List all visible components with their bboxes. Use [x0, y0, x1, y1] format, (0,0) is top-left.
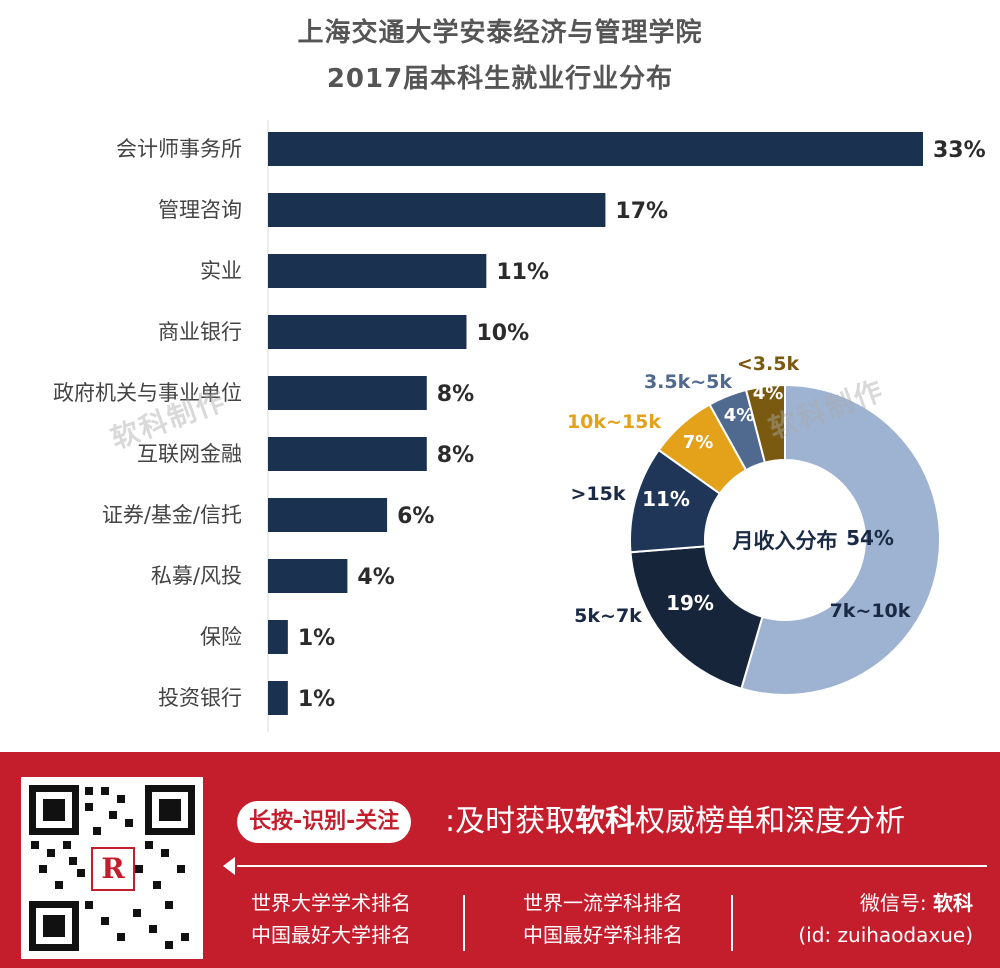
slogan: :及时获取软科权威榜单和深度分析	[445, 801, 905, 843]
bar-4	[268, 376, 427, 410]
bar-6	[268, 498, 388, 532]
qr-finder-bottom-left	[29, 901, 79, 951]
footer-separator-2	[731, 895, 733, 951]
chart-title-line1: 上海交通大学安泰经济与管理学院	[297, 18, 703, 48]
donut-center-label: 月收入分布	[732, 529, 838, 553]
qr-finder-top-right	[145, 785, 195, 835]
bar-8	[268, 620, 288, 654]
slogan-brand: 软科	[575, 804, 636, 839]
category-label-3: 商业银行	[158, 320, 242, 344]
category-label-5: 互联网金融	[137, 442, 242, 466]
link-china-subject-ranking[interactable]: 中国最好学科排名	[523, 923, 683, 947]
qr-finder-top-left	[29, 785, 79, 835]
slice-category-label-2: >15k	[571, 483, 626, 505]
link-world-university-ranking[interactable]: 世界大学学术排名	[251, 891, 411, 915]
category-label-8: 保险	[200, 625, 242, 649]
footer-col-1: 世界大学学术排名 中国最好大学排名	[251, 887, 411, 951]
footer-panel: R 长按-识别-关注 :及时获取软科权威榜单和深度分析 世界大学学术排名 中国最…	[14, 764, 988, 959]
slice-value-label-0: 54%	[846, 526, 894, 550]
footer-separator-1	[463, 895, 465, 951]
category-label-4: 政府机关与事业单位	[53, 381, 242, 405]
link-china-university-ranking[interactable]: 中国最好大学排名	[251, 923, 411, 947]
category-label-0: 会计师事务所	[116, 137, 242, 161]
category-label-1: 管理咨询	[158, 198, 242, 222]
promo-footer: R 长按-识别-关注 :及时获取软科权威榜单和深度分析 世界大学学术排名 中国最…	[0, 752, 1000, 968]
value-label-4: 8%	[437, 382, 474, 407]
slogan-suffix: 权威榜单和深度分析	[635, 804, 906, 839]
footer-col-3: 微信号: 软科 (id: zuihaodaxue)	[773, 887, 973, 951]
value-label-3: 10%	[476, 321, 529, 346]
slice-value-label-3: 7%	[683, 432, 714, 453]
value-label-7: 4%	[357, 565, 394, 590]
category-label-9: 投资银行	[158, 686, 242, 710]
slice-category-label-1: 5k~7k	[574, 605, 642, 627]
value-label-0: 33%	[933, 138, 986, 163]
wechat-label: 微信号:	[859, 891, 927, 915]
value-label-9: 1%	[298, 687, 335, 712]
bar-1	[268, 193, 606, 227]
bar-9	[268, 681, 288, 715]
value-label-8: 1%	[298, 626, 335, 651]
value-label-6: 6%	[397, 504, 434, 529]
slice-value-label-4: 4%	[724, 405, 755, 426]
slice-category-label-5: <3.5k	[737, 353, 800, 375]
wechat-brand: 软科	[933, 891, 973, 915]
qr-pattern	[31, 787, 189, 949]
slice-value-label-5: 4%	[753, 383, 784, 404]
bar-2	[268, 254, 487, 288]
brand-logo-icon: R	[91, 847, 135, 891]
follow-pill[interactable]: 长按-识别-关注	[237, 801, 412, 843]
footer-col-2: 世界一流学科排名 中国最好学科排名	[523, 887, 683, 951]
donut-slice-1	[629, 545, 764, 690]
industry-bar-chart: 会计师事务所 33% 管理咨询 17% 实业 11% 商业银行 10% 政府机关与事业单位 8% 互…	[53, 120, 986, 732]
slice-category-label-3: 10k~15k	[567, 411, 661, 433]
value-label-5: 8%	[437, 443, 474, 468]
link-world-subject-ranking[interactable]: 世界一流学科排名	[523, 891, 683, 915]
bar-5	[268, 437, 427, 471]
slogan-prefix: :及时获取	[445, 804, 576, 839]
footer-divider	[237, 865, 987, 867]
wechat-id-line: 微信号: 软科	[773, 887, 973, 919]
income-donut-chart: 54% 7k~10k 19% 5k~7k 11% >15k 7% 10k~15k 4% 3.5k~…	[567, 353, 941, 696]
value-label-1: 17%	[615, 199, 668, 224]
slice-value-label-2: 11%	[642, 487, 690, 511]
value-label-2: 11%	[496, 260, 549, 285]
bar-3	[268, 315, 467, 349]
slice-category-label-0: 7k~10k	[830, 600, 911, 622]
qr-code-image[interactable]: R	[21, 777, 203, 959]
arrow-left-icon	[223, 857, 235, 875]
bar-0	[268, 132, 923, 166]
category-label-7: 私募/风投	[151, 564, 242, 588]
chart-title-line2: 2017届本科生就业行业分布	[326, 64, 674, 94]
category-label-2: 实业	[200, 259, 242, 283]
bar-7	[268, 559, 348, 593]
slice-category-label-4: 3.5k~5k	[644, 371, 732, 393]
donut-slice-0	[740, 383, 941, 696]
donut-slice-5	[744, 383, 786, 464]
category-label-6: 证券/基金/信托	[102, 503, 242, 527]
slice-value-label-1: 19%	[666, 591, 714, 615]
wechat-id: (id: zuihaodaxue)	[798, 923, 973, 947]
